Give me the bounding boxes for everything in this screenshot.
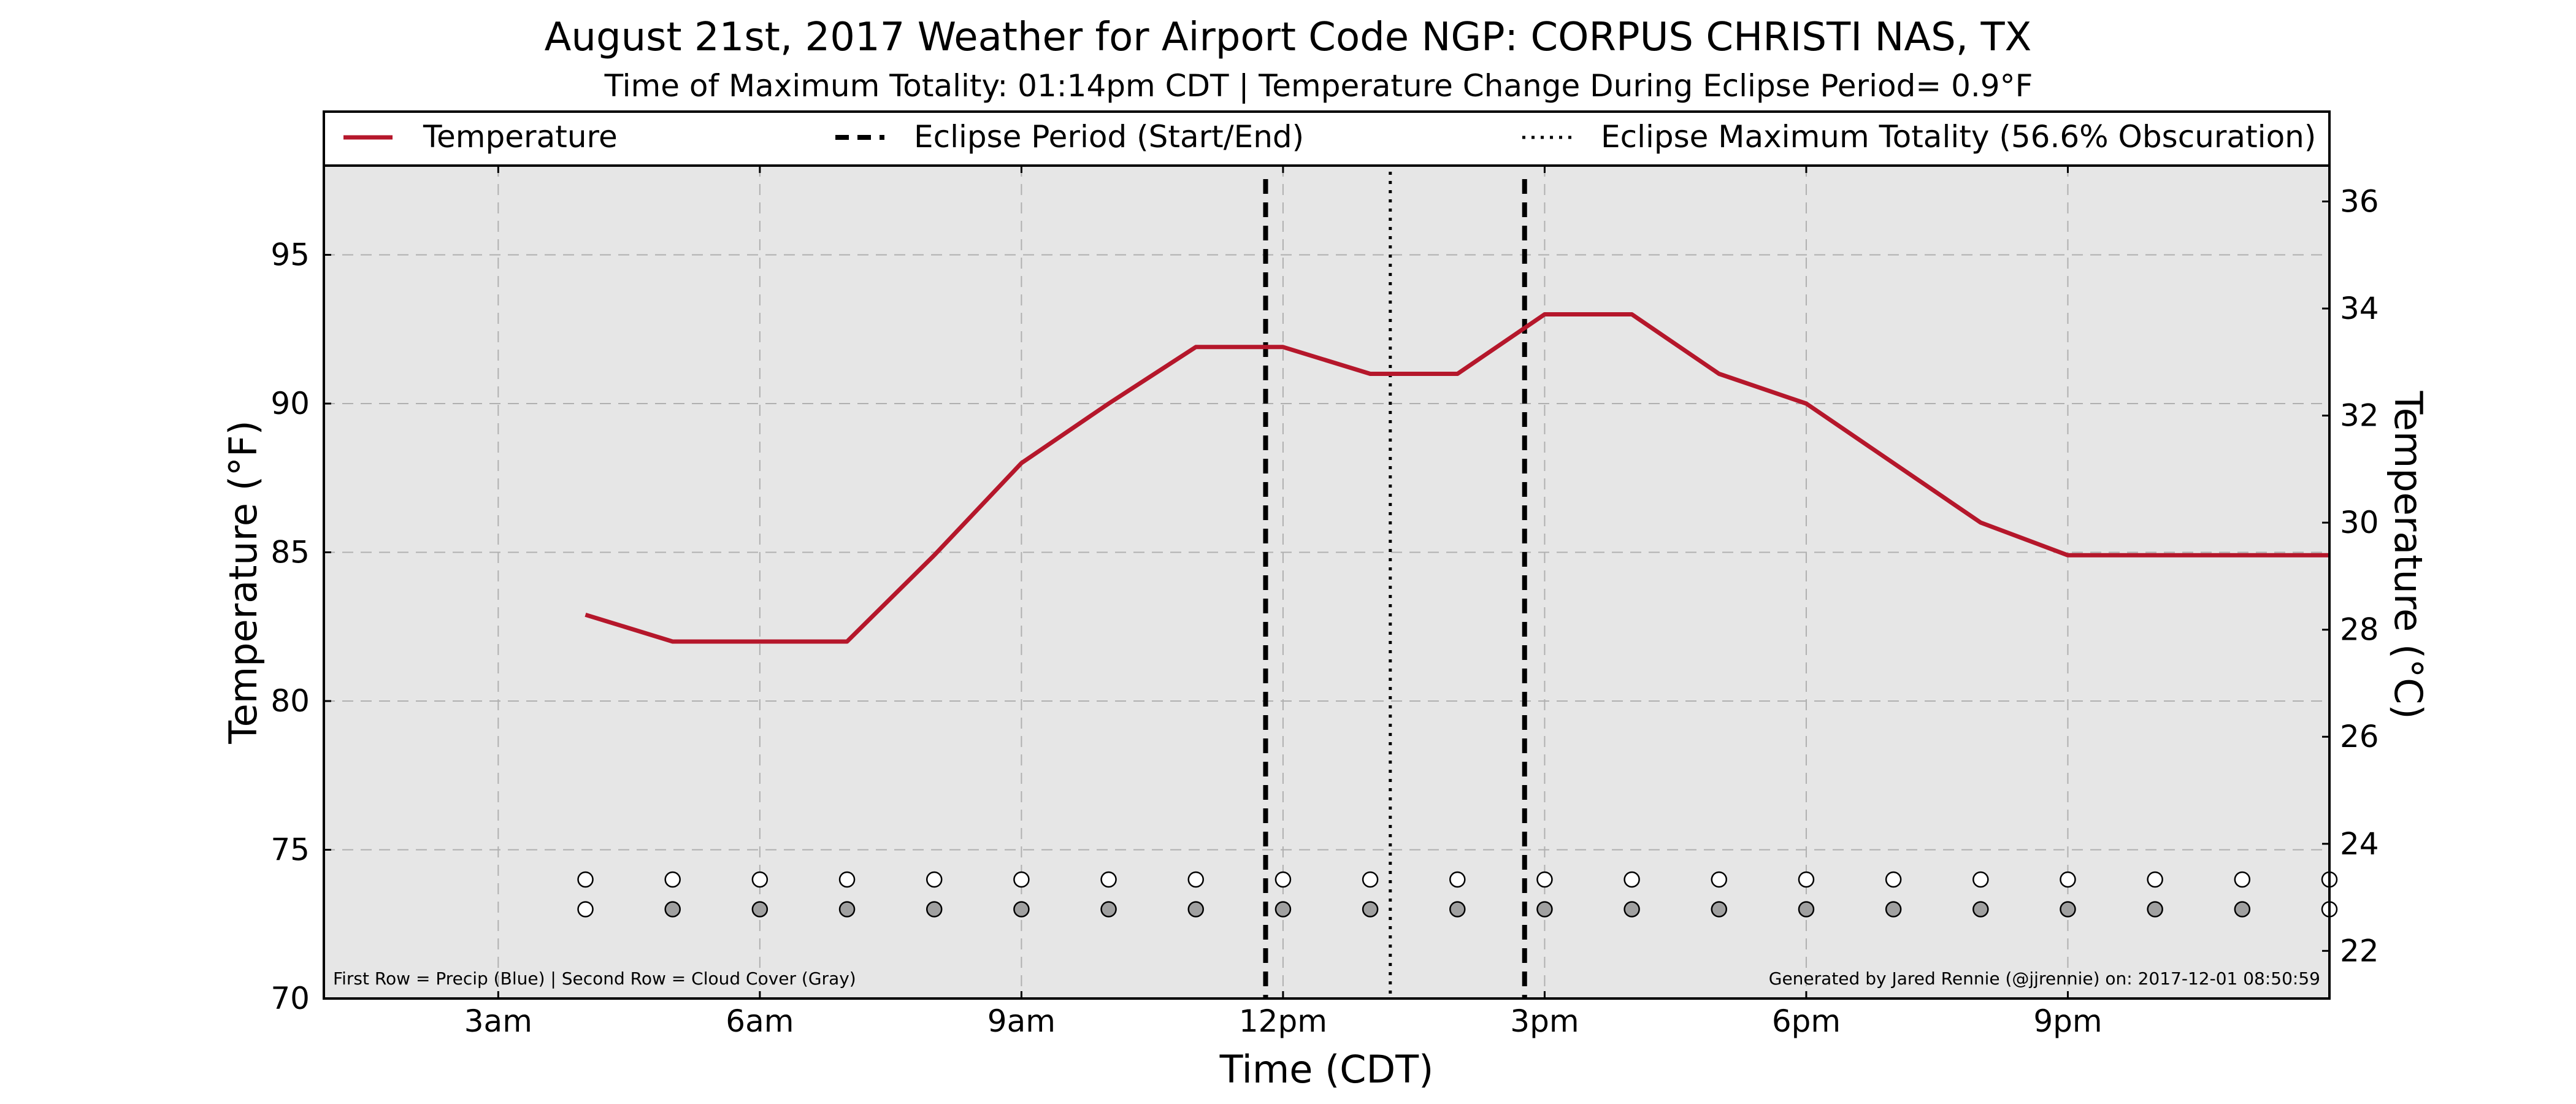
- y-axis-label: Temperature (°F): [221, 420, 266, 744]
- precip-marker: [1362, 871, 1379, 888]
- y-axis-right-ticks: 22 24 26 28 30 32 34 36: [2322, 183, 2379, 968]
- y-axis-ticks: 70 75 80 85 90 95: [270, 237, 331, 1016]
- x-tick-label: 3am: [464, 1003, 532, 1039]
- cloud-cover-marker: [1013, 901, 1030, 918]
- cloud-cover-marker: [751, 901, 769, 918]
- precip-marker: [751, 871, 769, 888]
- cloud-cover-marker: [577, 901, 594, 918]
- precip-marker: [2147, 871, 2163, 888]
- plot-area: [324, 166, 2329, 999]
- x-axis-label: Time (CDT): [1219, 1047, 1434, 1092]
- series-layer: [585, 312, 2329, 644]
- legend-item-temperature: Temperature: [343, 119, 618, 155]
- chart-title: August 21st, 2017 Weather for Airport Co…: [545, 15, 2032, 60]
- grid: [324, 166, 2329, 999]
- x-tick-label: 6pm: [1772, 1003, 1841, 1039]
- y-tick-label: 90: [270, 386, 310, 421]
- cloud-cover-marker: [2060, 901, 2076, 918]
- cloud-cover-marker: [1798, 901, 1815, 918]
- precip-marker: [1187, 871, 1204, 888]
- temperature-line: [585, 312, 2329, 644]
- cloud-cover-marker: [1972, 901, 1989, 918]
- x-tick-label: 9pm: [2033, 1003, 2102, 1039]
- y-tick-label: 75: [270, 832, 310, 868]
- eclipse-lines: [1263, 172, 1527, 999]
- chart-subtitle: Time of Maximum Totality: 01:14pm CDT | …: [604, 68, 2033, 104]
- x-tick-label: 6am: [726, 1003, 794, 1039]
- cloud-cover-marker: [1449, 901, 1466, 918]
- footnote-left: First Row = Precip (Blue) | Second Row =…: [333, 968, 856, 989]
- precip-marker: [1275, 871, 1292, 888]
- precip-marker: [1798, 871, 1815, 888]
- precip-marker: [1536, 871, 1553, 888]
- legend-item-eclipse-max: Eclipse Maximum Totality (56.6% Obscurat…: [1522, 119, 2316, 155]
- legend-box: [323, 110, 2331, 167]
- y-right-tick-label: 28: [2340, 612, 2379, 648]
- y-right-tick-label: 26: [2340, 719, 2379, 754]
- legend-label-eclipse-max: Eclipse Maximum Totality (56.6% Obscurat…: [1601, 119, 2316, 155]
- precip-marker: [1449, 871, 1466, 888]
- precip-marker: [2060, 871, 2076, 888]
- x-tick-label: 12pm: [1239, 1003, 1327, 1039]
- precip-marker: [926, 871, 943, 888]
- x-tick-label: 9am: [987, 1003, 1056, 1039]
- y-axis-right-label: Temperature (°C): [2386, 390, 2431, 719]
- y-right-tick-label: 24: [2340, 826, 2379, 862]
- x-tick-label: 3pm: [1510, 1003, 1579, 1039]
- y-tick-label: 85: [270, 535, 310, 570]
- cloud-cover-marker: [664, 901, 681, 918]
- y-tick-label: 95: [270, 237, 310, 273]
- precip-marker: [1100, 871, 1117, 888]
- y-right-tick-label: 36: [2340, 183, 2379, 219]
- cloud-cover-marker: [1885, 901, 1902, 918]
- precip-marker: [2234, 871, 2251, 888]
- cloud-cover-marker: [1536, 901, 1553, 918]
- legend-label-temperature: Temperature: [423, 119, 618, 155]
- y-right-tick-label: 32: [2340, 398, 2379, 434]
- precip-marker: [577, 871, 594, 888]
- y-right-tick-label: 30: [2340, 505, 2379, 540]
- precip-marker: [1972, 871, 1989, 888]
- cloud-cover-marker: [838, 901, 856, 918]
- cloud-cover-marker: [1711, 901, 1728, 918]
- cloud-cover-marker: [926, 901, 943, 918]
- y-tick-label: 80: [270, 683, 310, 719]
- y-tick-label: 70: [270, 981, 310, 1016]
- legend-item-eclipse-period: Eclipse Period (Start/End): [835, 119, 1304, 155]
- cloud-cover-marker: [2234, 901, 2251, 918]
- precip-marker: [664, 871, 681, 888]
- precip-marker: [1885, 871, 1902, 888]
- precip-marker: [1711, 871, 1728, 888]
- precip-marker: [838, 871, 856, 888]
- precip-marker: [1013, 871, 1030, 888]
- cloud-cover-marker: [1362, 901, 1379, 918]
- y-right-tick-label: 22: [2340, 933, 2379, 968]
- cloud-cover-marker: [1275, 901, 1292, 918]
- cloud-cover-marker: [1623, 901, 1640, 918]
- x-axis-ticks: 3am 6am 9am 12pm 3pm 6pm 9pm: [464, 166, 2103, 1039]
- legend-label-eclipse-period: Eclipse Period (Start/End): [914, 119, 1304, 155]
- footnote-right: Generated by Jared Rennie (@jjrennie) on…: [1769, 968, 2320, 989]
- precip-marker: [1623, 871, 1640, 888]
- y-right-tick-label: 34: [2340, 291, 2379, 326]
- cloud-cover-marker: [1100, 901, 1117, 918]
- marker-rows: [577, 871, 2338, 918]
- cloud-cover-marker: [1187, 901, 1204, 918]
- cloud-cover-marker: [2147, 901, 2163, 918]
